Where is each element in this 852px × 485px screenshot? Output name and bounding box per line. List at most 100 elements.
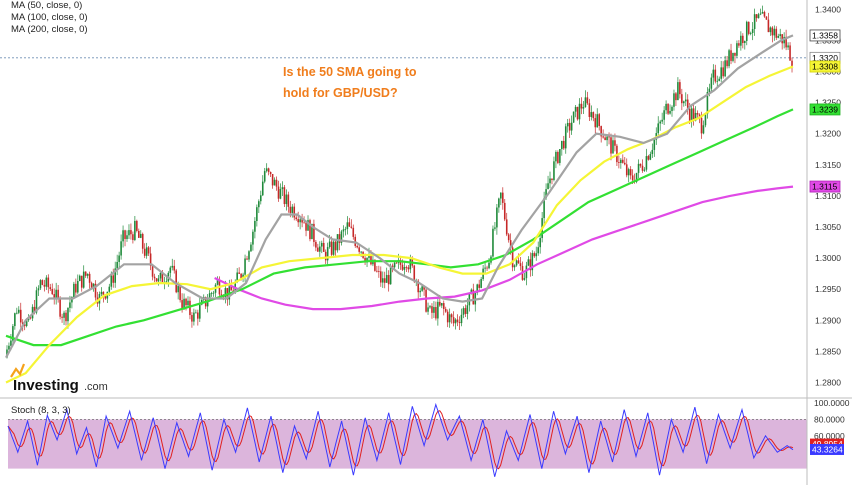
candle-body xyxy=(21,322,24,325)
candle-body xyxy=(17,309,20,313)
candle xyxy=(677,77,679,101)
candle xyxy=(159,272,162,282)
candle-body xyxy=(281,187,284,190)
candle-body xyxy=(173,265,176,271)
candle-body xyxy=(755,14,758,19)
candle xyxy=(625,158,628,178)
candle xyxy=(484,262,486,273)
candle xyxy=(259,190,262,205)
candle-body xyxy=(649,153,652,160)
candle-body xyxy=(33,306,36,313)
candle-body xyxy=(159,272,162,279)
candle xyxy=(116,254,118,276)
candle-body xyxy=(683,101,685,104)
candle-body xyxy=(39,280,42,289)
candle-body xyxy=(242,274,244,279)
candle-body xyxy=(694,112,697,121)
candle xyxy=(568,118,571,138)
candle-body xyxy=(380,271,382,283)
candle xyxy=(596,108,599,128)
candle-body xyxy=(570,122,573,131)
candle-body xyxy=(224,288,227,297)
candle-body xyxy=(122,230,124,242)
candle-body xyxy=(43,284,46,287)
stoch-tags: 49.895443.3264 xyxy=(810,438,844,455)
candle xyxy=(155,278,158,282)
candle xyxy=(527,256,530,267)
candle-body xyxy=(334,241,337,251)
candle-body xyxy=(423,286,425,290)
price-tag: 1.3115 xyxy=(809,180,841,193)
candle xyxy=(431,303,433,319)
candle-body xyxy=(297,219,299,223)
candle xyxy=(403,260,406,275)
candle-body xyxy=(625,164,628,176)
candle xyxy=(775,26,778,41)
candle-body xyxy=(627,169,630,176)
candle-body xyxy=(618,162,620,164)
candle-body xyxy=(401,264,404,270)
candle-body xyxy=(49,287,52,290)
candle xyxy=(238,267,240,274)
candle xyxy=(287,191,290,213)
candle-body xyxy=(169,267,172,273)
candle-body xyxy=(267,168,270,172)
candle-body xyxy=(684,99,687,102)
candle-body xyxy=(639,163,642,166)
candle-body xyxy=(232,290,235,292)
candle-body xyxy=(197,312,199,319)
candle xyxy=(407,265,410,273)
candle-body xyxy=(531,253,534,271)
candle xyxy=(442,300,445,316)
candle-body xyxy=(738,43,740,46)
candle xyxy=(197,309,199,326)
candle xyxy=(561,140,563,156)
price-pane: 1.34001.33501.33001.32501.32001.31501.31… xyxy=(0,0,852,399)
candle xyxy=(557,150,559,165)
candle-body xyxy=(743,40,746,43)
candle-body xyxy=(590,112,593,117)
candle-body xyxy=(421,286,423,291)
candle-body xyxy=(138,230,140,238)
candle xyxy=(332,239,335,258)
candle xyxy=(712,64,715,85)
candle-body xyxy=(515,260,518,266)
candle-body xyxy=(145,247,148,256)
candle xyxy=(742,33,744,49)
candle xyxy=(195,309,197,314)
candle-body xyxy=(498,198,500,208)
candle xyxy=(435,301,437,321)
annotation-line-2: hold for GBP/USD? xyxy=(283,86,398,100)
candle xyxy=(728,48,730,69)
candle xyxy=(659,119,661,131)
candle xyxy=(448,308,451,328)
candle xyxy=(322,237,325,252)
candle-body xyxy=(139,233,142,238)
candle xyxy=(120,234,122,260)
candle-body xyxy=(771,27,774,36)
candle-body xyxy=(708,88,711,92)
candle-body xyxy=(71,297,73,303)
candle-body xyxy=(598,114,601,127)
candle-body xyxy=(789,45,791,61)
candle-body xyxy=(63,312,65,318)
candle-body xyxy=(206,301,209,307)
candle xyxy=(671,105,673,117)
candle-body xyxy=(749,32,752,34)
candle-body xyxy=(431,306,433,313)
candle xyxy=(533,251,536,258)
candle-body xyxy=(555,152,557,162)
candle xyxy=(525,261,528,286)
candle-body xyxy=(763,11,766,17)
candle-body xyxy=(269,171,272,174)
candle-body xyxy=(704,114,707,126)
candle xyxy=(586,91,589,105)
candle-body xyxy=(41,280,44,285)
candle-body xyxy=(336,234,339,251)
candle-body xyxy=(283,187,286,205)
candle-body xyxy=(346,222,349,229)
candle-body xyxy=(252,231,254,245)
candle-body xyxy=(65,312,67,322)
candle xyxy=(771,26,774,43)
candle xyxy=(338,227,341,251)
